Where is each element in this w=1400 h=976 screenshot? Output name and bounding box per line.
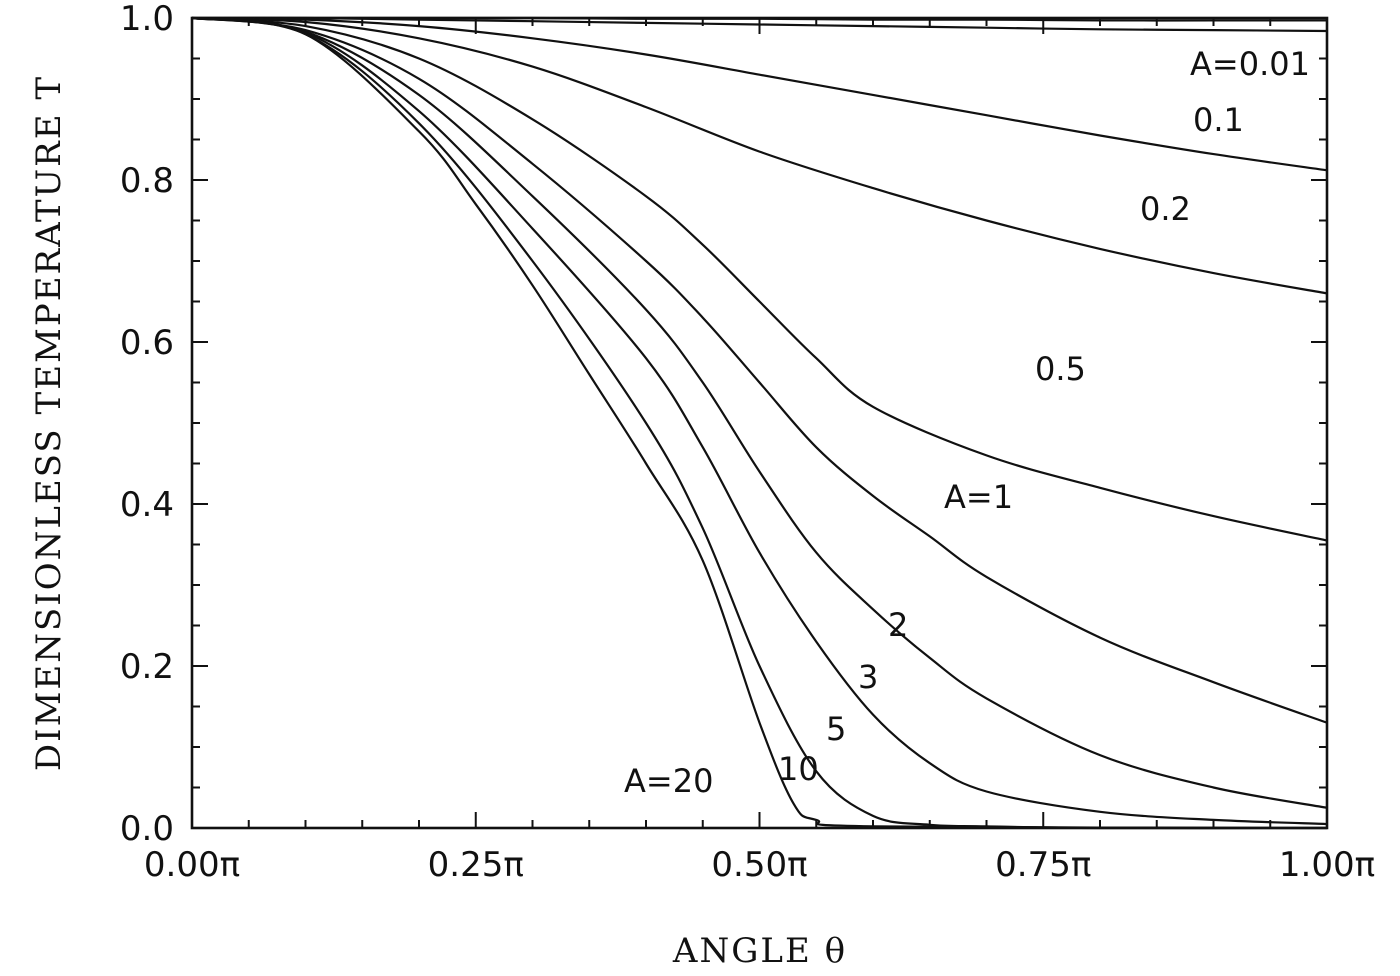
curve-0-1: [191, 16, 1328, 33]
curve-3: [191, 16, 1328, 809]
y-tick-label: 0.0: [120, 809, 174, 849]
curve-5: [191, 16, 1328, 826]
y-tick-label: 0.2: [120, 647, 174, 687]
y-tick-label: 1.0: [120, 0, 174, 39]
curve-10: [191, 16, 1328, 830]
axis-ticks: [191, 17, 1328, 829]
curve-label-3: 3: [858, 658, 878, 696]
x-axis-title: ANGLE θ: [672, 931, 847, 971]
curve-label-2: 2: [888, 606, 908, 644]
curves: [191, 16, 1328, 830]
curve-label-a-1: A=1: [944, 478, 1013, 516]
x-tick-label: 0.50π: [711, 845, 807, 885]
curve-0-2: [191, 16, 1328, 172]
axis-tick-labels: 0.00π 0.25π 0.50π 0.75π 1.00π 0.0 0.2 0.4 0.6 0.8…: [120, 0, 1375, 885]
curve-label-0-5: 0.5: [1035, 350, 1086, 388]
curve-label-10: 10: [778, 750, 819, 788]
curve-a-1: [191, 16, 1328, 542]
curve-label-a-20: A=20: [624, 762, 713, 800]
x-tick-label: 1.00π: [1279, 845, 1375, 885]
curve-label-a-0-01: A=0.01: [1190, 45, 1310, 83]
y-tick-label: 0.8: [120, 161, 174, 201]
y-tick-label: 0.6: [120, 323, 174, 363]
x-tick-label: 0.25π: [428, 845, 524, 885]
curve-a-20: [191, 16, 1328, 830]
plot-frame: [190, 16, 1329, 830]
curve-label-5: 5: [826, 710, 846, 748]
curve-label-0-2: 0.2: [1140, 190, 1191, 228]
x-tick-label: 0.00π: [144, 845, 240, 885]
y-axis-title: DIMENSIONLESS TEMPERATURE T: [29, 75, 69, 771]
curve-2: [191, 16, 1328, 724]
curve-0-5: [191, 16, 1328, 295]
y-tick-label: 0.4: [120, 485, 174, 525]
x-tick-label: 0.75π: [995, 845, 1091, 885]
curve-label-0-1: 0.1: [1193, 101, 1244, 139]
